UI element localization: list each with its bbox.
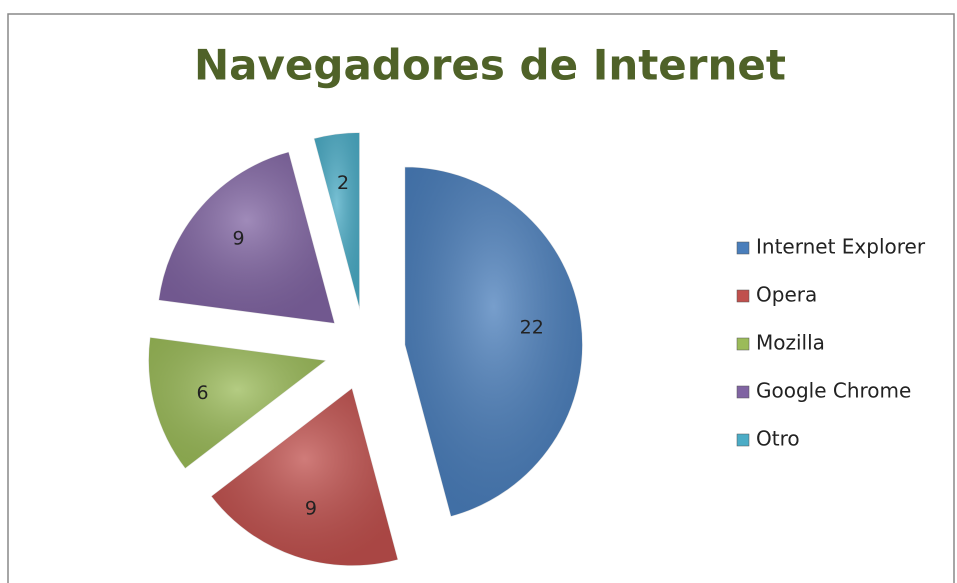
legend-label: Otro: [756, 427, 800, 451]
data-label: 22: [520, 317, 544, 339]
legend-swatch: [736, 337, 750, 351]
legend-swatch: [736, 385, 750, 399]
legend-swatch: [736, 241, 750, 255]
legend-label: Internet Explorer: [756, 235, 926, 259]
slice-shading: [313, 132, 360, 311]
data-label: 6: [197, 382, 209, 404]
data-label: 9: [305, 498, 317, 520]
legend-swatch: [736, 433, 750, 447]
data-label: 9: [233, 228, 245, 250]
chart-title: Navegadores de Internet: [194, 41, 786, 90]
legend-label: Google Chrome: [756, 379, 911, 403]
legend-label: Mozilla: [756, 331, 825, 355]
slice-shading: [404, 166, 583, 517]
legend-label: Opera: [756, 283, 817, 307]
slice-shading: [158, 151, 335, 324]
slice-shading: [148, 337, 327, 469]
legend-swatch: [736, 289, 750, 303]
data-label: 2: [337, 172, 349, 194]
slice-shading: [210, 387, 399, 566]
